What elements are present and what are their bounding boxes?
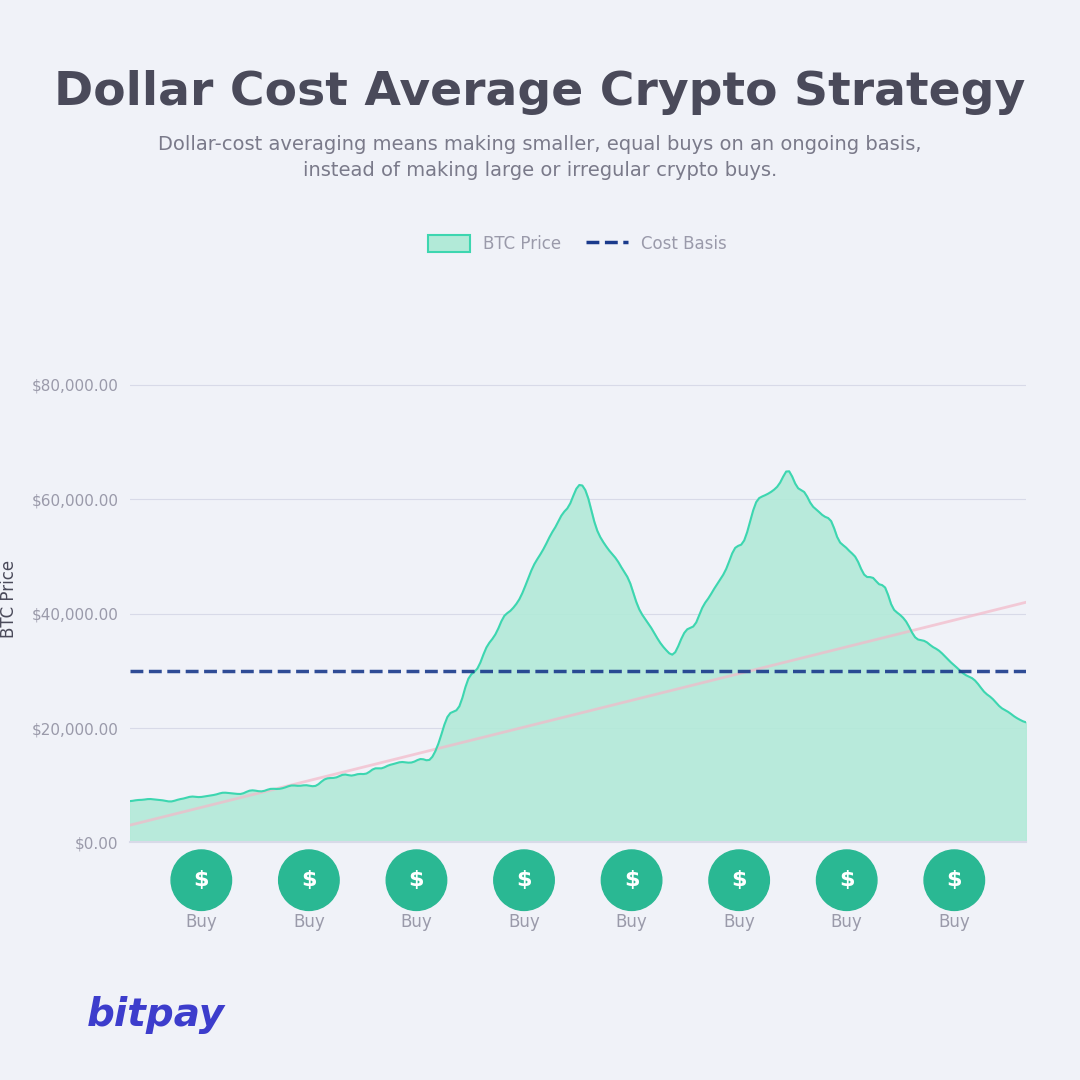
Text: Buy: Buy xyxy=(509,913,540,931)
Text: Buy: Buy xyxy=(724,913,755,931)
Text: $: $ xyxy=(408,870,424,890)
Text: Buy: Buy xyxy=(186,913,217,931)
Text: bitpay: bitpay xyxy=(86,996,225,1035)
Y-axis label: BTC Price: BTC Price xyxy=(0,561,17,638)
Text: $: $ xyxy=(731,870,747,890)
Text: $: $ xyxy=(301,870,316,890)
Text: $: $ xyxy=(516,870,531,890)
Text: $: $ xyxy=(839,870,854,890)
Legend: BTC Price, Cost Basis: BTC Price, Cost Basis xyxy=(421,229,734,260)
Text: Buy: Buy xyxy=(939,913,970,931)
Text: Dollar Cost Average Crypto Strategy: Dollar Cost Average Crypto Strategy xyxy=(54,70,1026,116)
Text: Buy: Buy xyxy=(831,913,863,931)
Text: Buy: Buy xyxy=(616,913,647,931)
Text: $: $ xyxy=(193,870,210,890)
Text: Buy: Buy xyxy=(293,913,325,931)
Text: $: $ xyxy=(624,870,639,890)
Text: $: $ xyxy=(946,870,962,890)
Text: Buy: Buy xyxy=(401,913,432,931)
Text: Dollar-cost averaging means making smaller, equal buys on an ongoing basis,
inst: Dollar-cost averaging means making small… xyxy=(159,135,921,180)
